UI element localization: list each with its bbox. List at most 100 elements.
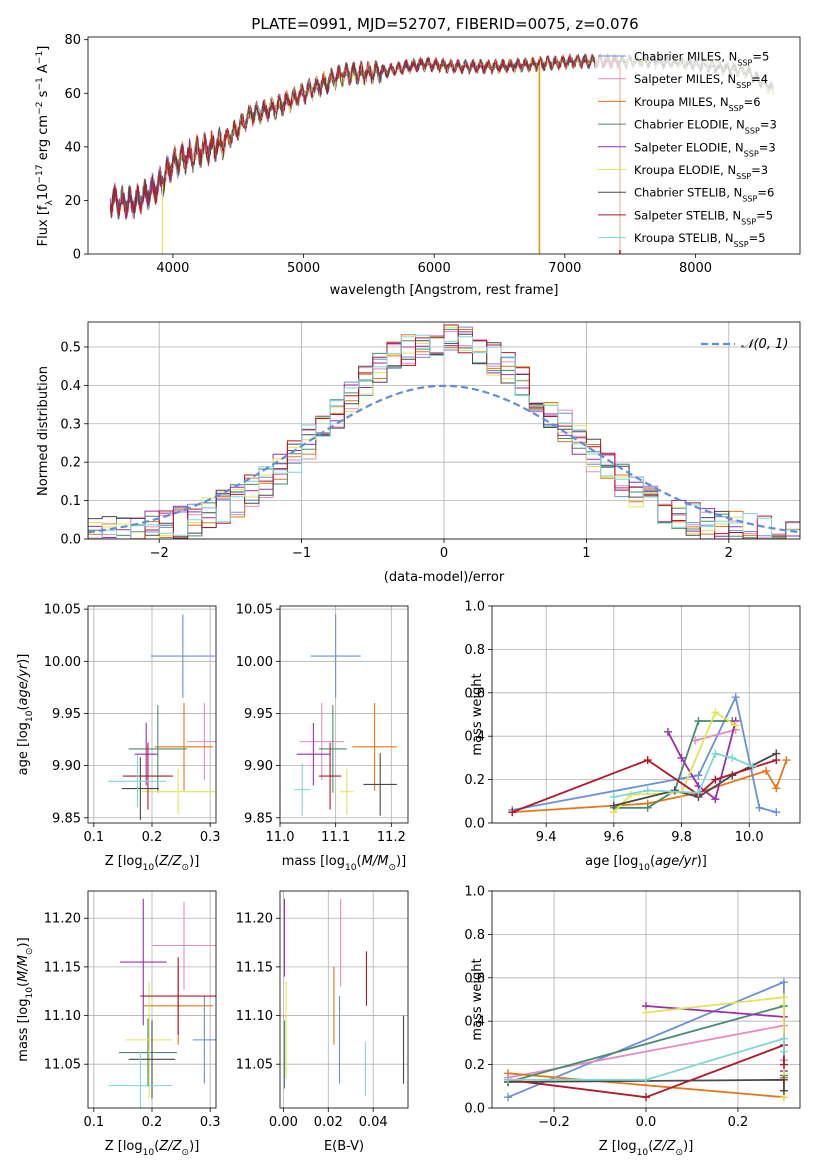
z-weight-axes: −0.2 0.0 0.2 0.0 0.2 0.4 0.6 0.8 1.0 Z [log10(Z/Z… <box>464 885 801 1158</box>
weight-marker <box>779 1075 788 1084</box>
x-tick-label: 9.6 <box>604 830 625 845</box>
y-tick-label: 1.0 <box>464 885 485 900</box>
legend-entry: Kroupa ELODIE, NSSP=3 <box>634 163 768 181</box>
weight-line <box>694 728 736 742</box>
error-cross <box>152 901 216 990</box>
error-cross <box>128 1020 176 1099</box>
x-tick-label: −1 <box>292 546 311 561</box>
x-axis-label: (data-model)/error <box>384 570 505 585</box>
y-tick-label: 0.6 <box>464 971 485 986</box>
error-cross <box>186 703 216 781</box>
y-tick-label: 0.2 <box>464 1058 485 1073</box>
x-tick-label: 0.3 <box>200 1115 221 1130</box>
weight-marker <box>772 808 781 817</box>
legend-box <box>595 42 795 250</box>
axes-frame <box>491 890 801 1109</box>
plot-area <box>108 614 216 820</box>
y-tick-label: 0.4 <box>464 730 485 745</box>
weight-marker <box>643 756 652 765</box>
error-cross <box>108 1051 173 1108</box>
error-cross <box>118 1018 178 1087</box>
legend-entry: Salpeter ELODIE, NSSP=3 <box>634 140 776 158</box>
x-axis-label: Z [log10(Z/Z⊙)] <box>105 1139 200 1158</box>
x-tick-label: 1 <box>582 546 590 561</box>
x-tick-label: 7000 <box>548 261 581 276</box>
x-axis-label: Z [log10(Z/Z⊙)] <box>105 854 200 873</box>
weight-marker <box>779 993 788 1002</box>
y-tick-label: 10.00 <box>236 655 273 670</box>
weight-marker <box>642 1008 650 1017</box>
weight-line <box>613 752 753 798</box>
x-tick-label: 11.1 <box>321 830 350 845</box>
weight-marker <box>664 727 672 736</box>
plot-area <box>108 898 216 1108</box>
error-cross <box>192 996 216 1084</box>
error-cross <box>310 614 361 698</box>
legend-entry: Kroupa MILES, NSSP=6 <box>634 95 761 113</box>
y-tick-label: 11.05 <box>236 1058 273 1073</box>
legend-entry: 𝒩(0, 1) <box>741 337 788 352</box>
y-tick-label: 1.0 <box>464 600 485 615</box>
histogram-series <box>88 324 800 539</box>
axes-frame <box>87 890 217 1109</box>
x-tick-label: 6000 <box>418 261 451 276</box>
y-tick-label: 11.20 <box>44 912 81 927</box>
weight-line <box>508 1037 785 1081</box>
weight-marker <box>694 788 703 797</box>
weight-marker <box>779 1060 788 1069</box>
weight-marker <box>711 708 720 717</box>
y-tick-label: 11.15 <box>44 960 81 975</box>
x-tick-label: 9.8 <box>671 830 692 845</box>
y-tick-label: 0.0 <box>60 533 81 548</box>
y-axis-label: mass weight <box>470 673 485 755</box>
x-axis-label: E(B-V) <box>324 1139 364 1154</box>
y-tick-label: 11.20 <box>236 912 273 927</box>
y-axis-label: mass [log10(M/M⊙)] <box>16 937 35 1061</box>
plot-area <box>504 978 788 1102</box>
weight-marker <box>728 753 737 762</box>
y-axis-label: age [log10(age/yr)] <box>16 654 35 776</box>
weight-marker <box>779 1047 788 1056</box>
x-tick-label: 0 <box>440 546 448 561</box>
y-tick-label: 40 <box>64 140 81 155</box>
z-age-axes: 0.1 0.2 0.3 9.85 9.90 9.95 10.00 10.05 Z [log10(… <box>16 603 221 873</box>
y-tick-label: 0.1 <box>60 494 81 509</box>
weight-marker <box>643 803 652 812</box>
y-tick-label: 9.95 <box>52 707 81 722</box>
weight-marker <box>504 1075 513 1084</box>
error-cross <box>296 722 331 786</box>
axes-frame <box>87 321 801 540</box>
y-tick-label: 11.15 <box>236 960 273 975</box>
y-axis-label: mass weight <box>470 958 485 1040</box>
axes-frame <box>87 605 217 824</box>
y-tick-label: 10.05 <box>44 603 81 618</box>
weight-marker <box>711 775 720 784</box>
weight-marker <box>670 786 679 795</box>
y-tick-label: 9.90 <box>52 759 81 774</box>
x-tick-label: 0.02 <box>314 1115 343 1130</box>
error-cross <box>299 703 344 781</box>
y-tick-label: 9.95 <box>244 707 273 722</box>
y-axis-label: Normed distribution <box>36 366 51 496</box>
error-cross <box>352 703 397 791</box>
y-tick-label: 9.85 <box>244 811 273 826</box>
y-tick-label: 0.8 <box>464 928 485 943</box>
x-tick-label: 8000 <box>679 261 712 276</box>
y-tick-label: 11.10 <box>236 1009 273 1024</box>
y-tick-label: 0.5 <box>60 340 81 355</box>
error-cross <box>140 957 216 1036</box>
error-cross <box>122 742 173 810</box>
x-tick-label: 0.04 <box>359 1115 388 1130</box>
y-tick-label: 0.0 <box>464 1102 485 1117</box>
residual-axes: −2 −1 0 1 2 0.0 0.1 0.2 0.3 0.4 0.5 𝒩(0, 1) (data-mo… <box>36 321 801 585</box>
y-tick-label: 0.2 <box>464 773 485 788</box>
x-tick-label: −2 <box>150 546 169 561</box>
x-tick-label: 0.1 <box>83 830 104 845</box>
x-tick-label: 11.2 <box>377 830 406 845</box>
weight-marker <box>748 762 757 771</box>
normal-curve <box>88 384 800 534</box>
error-cross <box>121 757 159 820</box>
y-tick-label: 0.8 <box>464 643 485 658</box>
weight-marker <box>694 717 703 726</box>
weight-marker <box>779 1086 788 1095</box>
